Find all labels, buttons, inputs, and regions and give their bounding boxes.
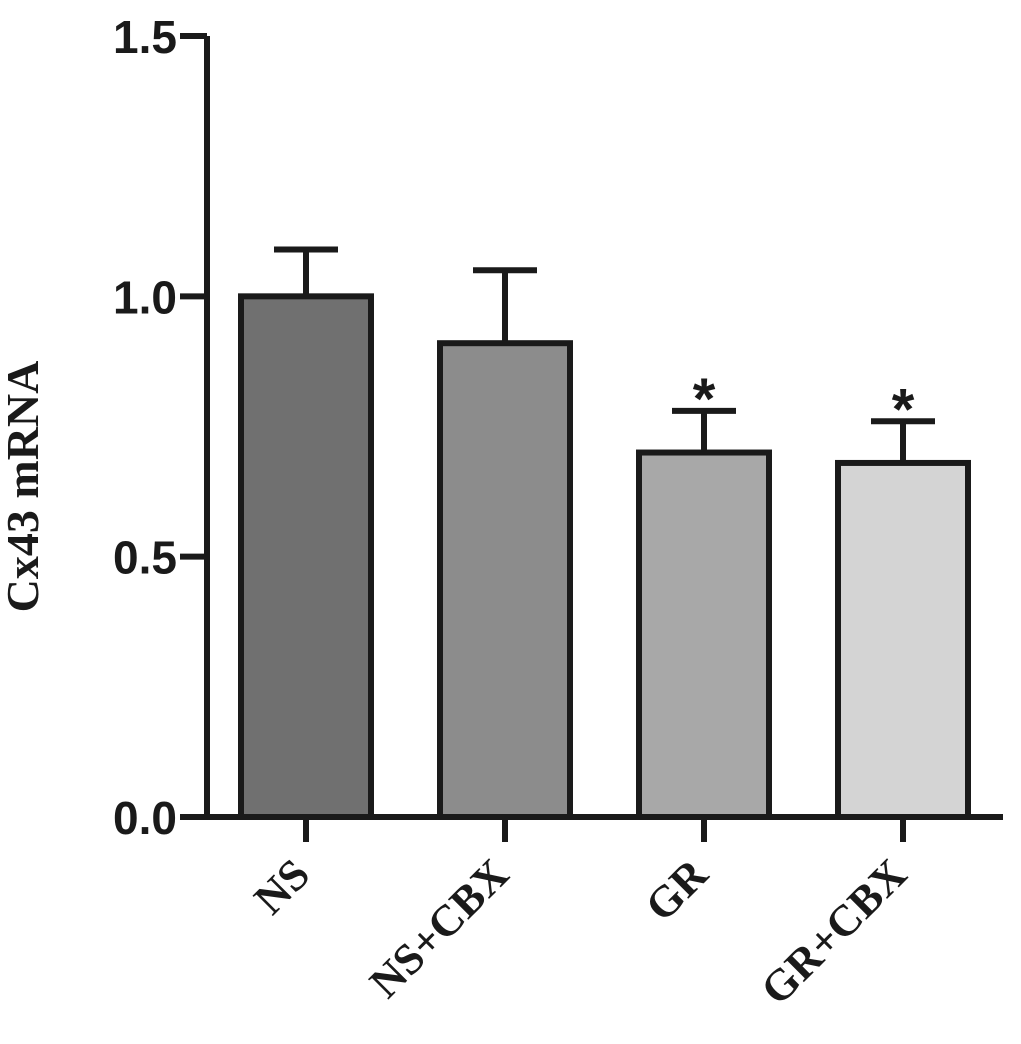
x-tick-label-ns-cbx: NS+CBX (360, 849, 518, 1007)
error-bars-group (274, 246, 935, 463)
significance-mark-gr: * (693, 367, 716, 432)
x-tick-label-gr: GR (636, 849, 718, 931)
y-axis-label: Cx43 mRNA (0, 361, 48, 613)
x-ticks-group: NS NS+CBX GR GR+CBX (245, 817, 916, 1014)
bars-group (238, 293, 971, 821)
y-tick-label-1: 0.5 (113, 532, 177, 584)
y-ticks-group: 0.0 0.5 1.0 1.5 (113, 11, 207, 844)
bar-ns (238, 293, 374, 821)
x-tick-label-gr-cbx: GR+CBX (751, 849, 916, 1014)
y-tick-label-3: 1.5 (113, 11, 177, 63)
bar-ns-cbx (437, 340, 573, 820)
y-tick-label-0: 0.0 (113, 792, 177, 844)
x-tick-label-ns: NS (245, 849, 319, 923)
significance-marks-group: * * (693, 367, 915, 442)
significance-mark-gr-cbx: * (892, 377, 915, 442)
bar-gr-cbx (835, 459, 971, 820)
y-tick-label-2: 1.0 (113, 271, 177, 323)
bar-gr (636, 449, 772, 820)
axes-group (204, 36, 1003, 820)
